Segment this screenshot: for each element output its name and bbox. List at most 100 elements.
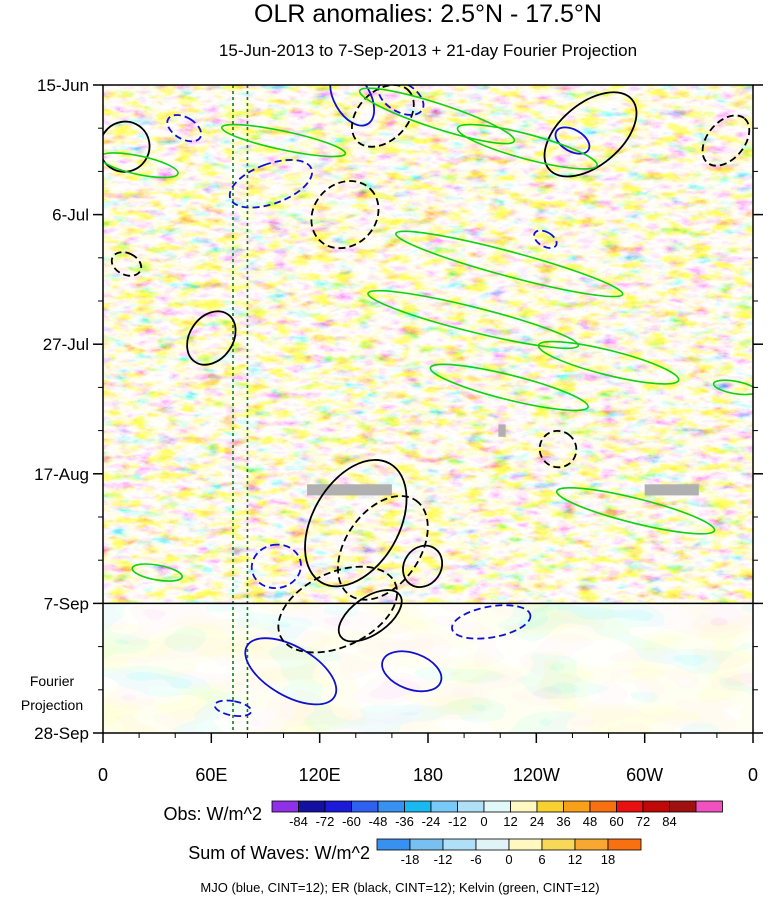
mjo-contour: [244, 637, 338, 706]
kelvin-contour: [712, 379, 753, 396]
forecast-label-line2: Projection: [21, 697, 83, 713]
colorbar-swatch: [409, 838, 444, 851]
colorbar-level-label: 0: [480, 814, 487, 829]
mjo-contour: [381, 650, 443, 693]
colorbar-swatch: [616, 800, 644, 813]
colorbar-swatch: [404, 800, 432, 813]
kelvin-contour: [103, 152, 179, 179]
colorbar-swatch: [563, 800, 591, 813]
x-tick-label: 120E: [299, 765, 341, 785]
chart-title: OLR anomalies: 2.5°N - 17.5°N: [254, 0, 602, 28]
er-contour: [538, 430, 578, 469]
colorbar-level-label: -60: [342, 814, 361, 829]
waves-colorbar-title: Sum of Waves: W/m^2: [188, 843, 370, 863]
colorbar-level-label: -24: [422, 814, 441, 829]
colorbar-swatch: [536, 800, 564, 813]
colorbar-level-label: 12: [568, 852, 582, 867]
colorbar-level-label: 0: [505, 852, 512, 867]
olr-anomaly-field: [103, 85, 753, 733]
kelvin-contour: [456, 123, 598, 170]
colorbar-swatch: [377, 800, 405, 813]
colorbar-swatch: [475, 838, 510, 851]
er-contour: [110, 251, 143, 277]
er-contour: [337, 495, 429, 601]
colorbar-level-label: 6: [538, 852, 545, 867]
colorbar-swatch: [541, 838, 576, 851]
x-tick-label: 0: [748, 765, 758, 785]
er-contour: [304, 459, 408, 588]
forecast-label-line1: Fourier: [30, 673, 75, 689]
colorbar-level-label: -84: [289, 814, 308, 829]
colorbar-level-label: 84: [662, 814, 676, 829]
colorbar-swatch: [457, 800, 485, 813]
y-tick-label: 17-Aug: [34, 465, 89, 484]
y-tick-label: 27-Jul: [43, 335, 89, 354]
er-contour: [337, 589, 403, 643]
x-tick-label: 0: [98, 765, 108, 785]
x-tick-label: 60E: [195, 765, 227, 785]
kelvin-contour: [555, 487, 716, 535]
er-contour: [103, 120, 151, 173]
x-tick-label: 180: [413, 765, 443, 785]
mjo-contour: [166, 114, 203, 143]
colorbar-level-label: -18: [401, 852, 420, 867]
er-contour: [310, 180, 380, 250]
colorbar-level-label: -6: [470, 852, 482, 867]
colorbar-swatch: [574, 838, 609, 851]
colorbar-swatch: [376, 838, 411, 851]
colorbar-level-label: -48: [369, 814, 388, 829]
colorbar-level-label: 60: [609, 814, 623, 829]
colorbar-level-label: 36: [556, 814, 570, 829]
y-tick-label: 28-Sep: [34, 724, 89, 743]
kelvin-contour: [395, 230, 624, 298]
obs-colorbar-title: Obs: W/m^2: [164, 804, 262, 824]
missing-data-block: [644, 484, 699, 496]
wave-legend-note: MJO (blue, CINT=12); ER (black, CINT=12)…: [200, 880, 599, 895]
colorbar-swatch: [642, 800, 670, 813]
colorbar-swatch: [607, 838, 642, 851]
colorbar-swatch: [271, 800, 299, 813]
mjo-contour: [554, 126, 591, 155]
mjo-contour: [213, 699, 253, 718]
kelvin-contour: [537, 340, 680, 385]
colorbar-level-label: 24: [530, 814, 544, 829]
colorbar-swatch: [442, 838, 477, 851]
colorbar-swatch: [510, 800, 538, 813]
kelvin-contour: [429, 363, 589, 412]
er-contour: [186, 310, 237, 366]
er-contour: [701, 114, 751, 167]
y-tick-label: 15-Jun: [37, 76, 89, 95]
x-tick-label: 120W: [513, 765, 560, 785]
colorbar-swatch: [430, 800, 458, 813]
y-tick-label: 7-Sep: [44, 594, 89, 613]
kelvin-contour: [131, 563, 183, 582]
colorbar-swatch: [508, 838, 543, 851]
colorbar-level-label: -12: [448, 814, 467, 829]
colorbar-swatch: [669, 800, 697, 813]
er-contour: [543, 91, 638, 178]
chart-subtitle: 15-Jun-2013 to 7-Sep-2013 + 21-day Fouri…: [219, 41, 637, 60]
colorbar-swatch: [589, 800, 617, 813]
kelvin-contour: [358, 87, 516, 145]
er-contour: [277, 565, 398, 654]
colorbar-level-label: 48: [583, 814, 597, 829]
kelvin-contour: [220, 123, 347, 158]
x-tick-label: 60W: [626, 765, 663, 785]
colorbar-level-label: -12: [434, 852, 453, 867]
missing-data-block: [307, 484, 392, 496]
colorbar-level-label: 12: [503, 814, 517, 829]
y-tick-label: 6-Jul: [52, 206, 89, 225]
colorbar-swatch: [483, 800, 511, 813]
colorbar-level-label: 72: [636, 814, 650, 829]
colorbar-level-label: 18: [601, 852, 615, 867]
mjo-contour: [228, 159, 313, 209]
er-contour: [402, 544, 444, 588]
mjo-contour: [250, 543, 302, 590]
kelvin-contour: [367, 289, 580, 350]
mjo-contour: [451, 604, 532, 640]
colorbar-level-label: -72: [316, 814, 335, 829]
colorbar-swatch: [324, 800, 352, 813]
colorbar-swatch: [695, 800, 723, 813]
colorbar-swatch: [351, 800, 379, 813]
